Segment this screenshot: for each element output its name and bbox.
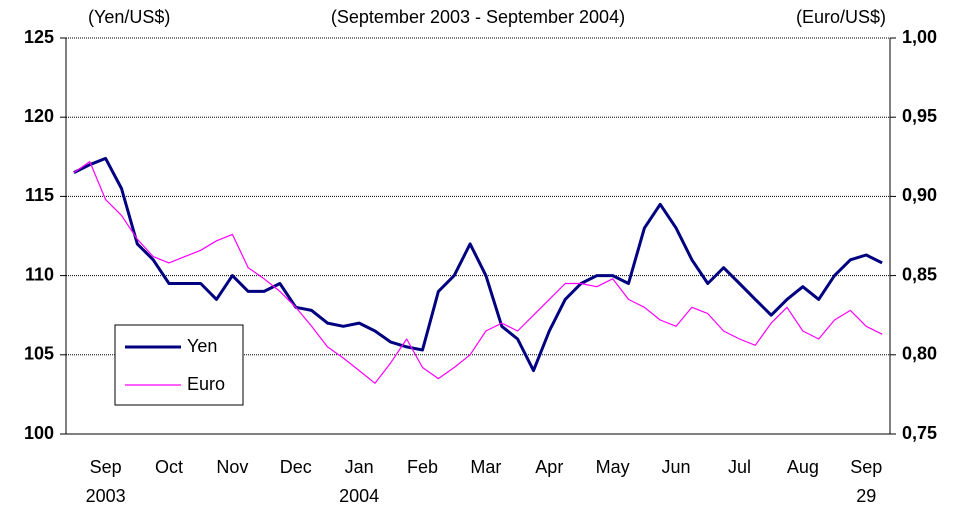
y2-tick-label: 0,80 (902, 344, 937, 364)
y2-tick-label: 0,95 (902, 106, 937, 126)
y-tick-label: 105 (24, 344, 54, 364)
y-tick-label: 100 (24, 423, 54, 443)
x-tick-label: May (596, 457, 630, 477)
series-line (73, 156, 883, 373)
y2-tick-label: 0,90 (902, 185, 937, 205)
y-tick-label: 110 (25, 264, 54, 284)
y2-tick-label: 1,00 (902, 27, 937, 47)
x-tick-sublabel: 2003 (86, 486, 126, 506)
y-axis-label: (Yen/US$) (88, 7, 170, 27)
x-tick-label: Sep (90, 457, 122, 477)
x-tick-label: Jan (345, 457, 374, 477)
y2-tick-label: 0,85 (902, 264, 937, 284)
x-tick-label: Feb (407, 457, 438, 477)
x-tick-label: Apr (535, 457, 563, 477)
x-tick-label: Oct (155, 457, 183, 477)
y-tick-label: 115 (25, 185, 54, 205)
x-tick-label: Jun (662, 457, 691, 477)
x-tick-label: Aug (787, 457, 819, 477)
x-tick-label: Sep (850, 457, 882, 477)
x-tick-label: Dec (280, 457, 312, 477)
series-line (73, 161, 883, 384)
y2-axis-label: (Euro/US$) (796, 7, 886, 27)
x-tick-label: Nov (216, 457, 248, 477)
legend-label: Euro (187, 374, 225, 394)
x-tick-sublabel: 29 (856, 486, 876, 506)
y-tick-label: 125 (24, 27, 54, 47)
chart-title: (September 2003 - September 2004) (331, 7, 625, 27)
y-tick-label: 120 (24, 106, 54, 126)
legend-label: Yen (187, 336, 217, 356)
x-tick-label: Jul (728, 457, 751, 477)
x-tick-label: Mar (470, 457, 501, 477)
y2-tick-label: 0,75 (902, 423, 937, 443)
x-tick-sublabel: 2004 (339, 486, 379, 506)
legend-box (114, 324, 244, 406)
